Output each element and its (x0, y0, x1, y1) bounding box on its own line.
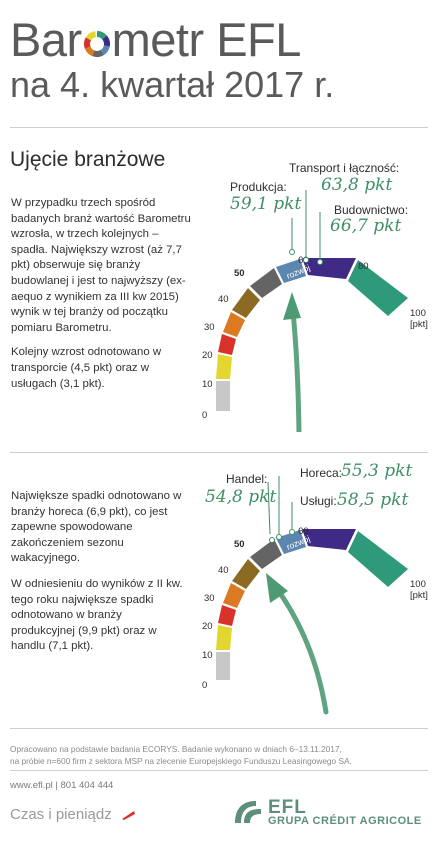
segment-60-80 (302, 529, 356, 550)
pointer-dot-horeca (276, 534, 282, 540)
segment-0-10 (216, 652, 230, 680)
source-note: Opracowano na podstawie badania ECORYS. … (10, 743, 430, 767)
tick-10: 10 (202, 650, 213, 661)
contact-info: www.efl.pl | 801 404 444 (10, 780, 114, 791)
tick-40: 40 (218, 294, 229, 305)
segment-0-10 (216, 381, 230, 411)
pointer-dot-budownictwo (317, 259, 323, 265)
top-gauge-segments (216, 258, 408, 411)
page-title: Bar metr EFL (10, 13, 301, 66)
tick-60: 60 (298, 526, 309, 537)
brand-name: EFL (268, 797, 307, 818)
tick-40: 40 (218, 565, 229, 576)
segment-40-50 (232, 559, 260, 589)
tick-50: 50 (234, 268, 245, 279)
segment-40-50 (232, 288, 260, 318)
tick-unit: [pkt] (410, 319, 428, 330)
flag-icon (122, 811, 135, 820)
label-handel: Handel: (226, 472, 268, 486)
tick-100: 100 (410, 579, 426, 590)
segment-rozwoj (276, 530, 306, 554)
label-uslugi: Usługi: (300, 494, 337, 508)
divider (10, 770, 428, 771)
tick-100: 100 (410, 308, 426, 319)
bottom-gauge: 0 10 20 30 40 50 60 100 [pkt] rozwój (202, 476, 428, 715)
segment-rozwoj (276, 259, 306, 283)
value-budownictwo: 66,7 pkt (330, 216, 402, 236)
needle-arrow-icon (283, 292, 301, 320)
page-subtitle: na 4. kwartał 2017 r. (10, 64, 335, 105)
value-uslugi: 58,5 pkt (337, 490, 409, 510)
tick-30: 30 (204, 593, 215, 604)
top-description: W przypadku trzech spośród badanych bran… (11, 196, 196, 401)
pointer-dot-handel (269, 537, 275, 543)
bottom-paragraph-2: W odniesieniu do wyników z II kw. tego r… (11, 577, 183, 653)
tick-0: 0 (202, 410, 207, 421)
segment-80-100 (348, 531, 408, 587)
value-horeca: 55,3 pkt (341, 461, 413, 481)
label-transport: Transport i łączność: (289, 161, 400, 175)
segment-80-100 (348, 260, 408, 316)
divider (10, 127, 428, 128)
pointer-dot-uslugi (289, 529, 295, 535)
segment-30-40 (223, 583, 245, 608)
top-pointers (289, 190, 323, 265)
credit-agricole-logo-icon (235, 801, 261, 823)
needle-arrow-icon (266, 573, 288, 603)
divider (10, 728, 428, 729)
section-title: Ujęcie branżowe (10, 148, 166, 171)
label-horeca: Horeca: (300, 466, 343, 480)
label-produkcja: Produkcja: (230, 180, 287, 194)
value-handel: 54,8 pkt (205, 487, 277, 507)
segment-50-57 (250, 268, 282, 298)
value-transport: 63,8 pkt (321, 175, 393, 195)
top-needle (283, 292, 302, 432)
bottom-gauge-segments (216, 529, 408, 680)
label-budownictwo: Budownictwo: (334, 203, 409, 217)
tick-50: 50 (234, 539, 245, 550)
tick-unit: [pkt] (410, 590, 428, 601)
segment-10-20 (216, 354, 232, 379)
pointer-dot-produkcja (289, 249, 295, 255)
bottom-needle (266, 573, 329, 715)
barometer-logo-icon (83, 31, 110, 57)
brand-group: GRUPA CRÉDIT AGRICOLE (268, 815, 422, 827)
value-produkcja: 59,1 pkt (230, 194, 302, 214)
pointer-line-handel (267, 481, 271, 535)
tick-10: 10 (202, 379, 213, 390)
top-gauge-ticks: 0 10 20 30 40 50 60 80 100 [pkt] (202, 255, 428, 421)
top-gauge: 0 10 20 30 40 50 60 80 100 [pkt] rozwój (202, 190, 428, 432)
segment-50-57 (250, 539, 282, 569)
top-paragraph-1: W przypadku trzech spośród badanych bran… (11, 197, 191, 334)
bottom-description: Największe spadki odnotowano w branży ho… (11, 489, 186, 664)
pointer-dot-transport (303, 257, 309, 263)
segment-60-80 (302, 258, 356, 279)
top-paragraph-2: Kolejny wzrost odnotowano w transporcie … (11, 346, 162, 390)
source-note-line-2: na próbie n=600 firm z sektora MSP na zl… (10, 756, 352, 766)
source-note-line-1: Opracowano na podstawie badania ECORYS. … (10, 744, 342, 754)
bottom-pointers (267, 476, 295, 543)
bottom-gauge-ticks: 0 10 20 30 40 50 60 100 [pkt] (202, 526, 428, 691)
tick-20: 20 (202, 621, 213, 632)
segment-20-30 (218, 334, 236, 355)
tagline: Czas i pieniądz (10, 806, 112, 823)
bottom-paragraph-1: Największe spadki odnotowano w branży ho… (11, 490, 182, 565)
tick-20: 20 (202, 350, 213, 361)
tick-80: 80 (358, 261, 369, 272)
tick-0: 0 (202, 680, 207, 691)
segment-30-40 (223, 312, 245, 337)
tick-30: 30 (204, 322, 215, 333)
divider (10, 452, 428, 453)
segment-10-20 (216, 625, 232, 650)
segment-20-30 (218, 605, 236, 626)
